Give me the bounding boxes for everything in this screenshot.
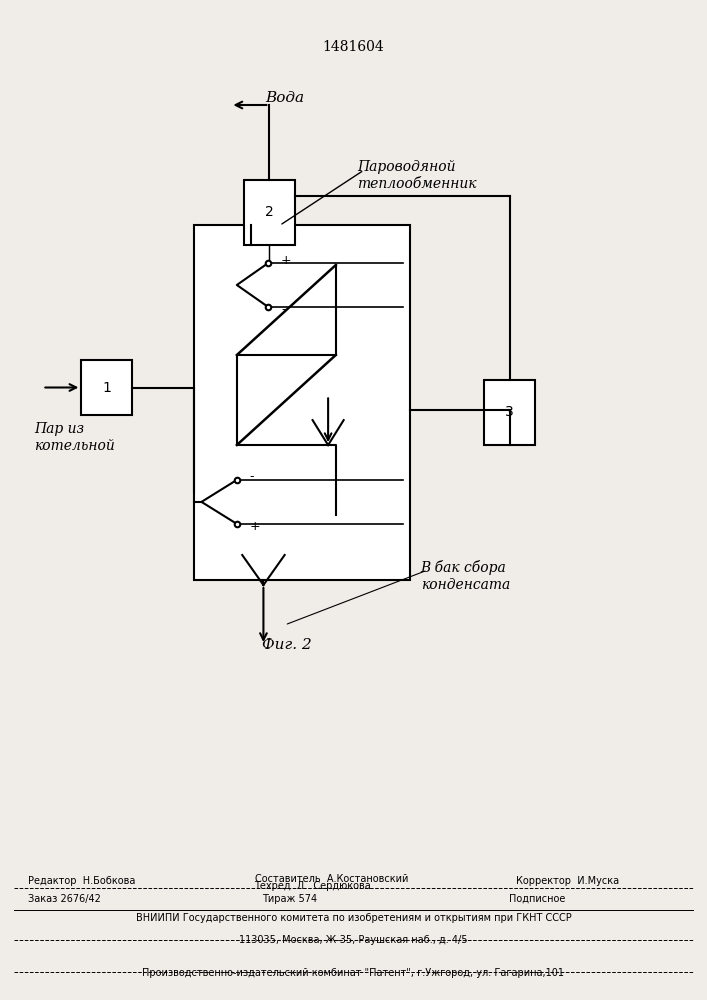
Text: Составитель  А.Костановский: Составитель А.Костановский xyxy=(255,874,408,884)
Text: Редактор  Н.Бобкова: Редактор Н.Бобкова xyxy=(28,876,136,886)
Text: 1481604: 1481604 xyxy=(322,40,385,54)
Text: ВНИИПИ Государственного комитета по изобретениям и открытиям при ГКНТ СССР: ВНИИПИ Государственного комитета по изоб… xyxy=(136,913,571,923)
Text: -: - xyxy=(250,470,254,483)
Text: Вода: Вода xyxy=(265,91,304,105)
Text: 1: 1 xyxy=(103,381,111,395)
Text: Пароводяной
теплообменник: Пароводяной теплообменник xyxy=(357,160,477,191)
Text: +: + xyxy=(281,253,291,266)
Text: 2: 2 xyxy=(265,206,274,220)
Bar xyxy=(484,380,535,445)
Text: -: - xyxy=(281,304,286,316)
Text: 3: 3 xyxy=(506,406,514,420)
Text: +: + xyxy=(250,520,260,533)
Bar xyxy=(244,180,295,245)
Bar xyxy=(194,225,410,580)
Text: Тираж 574: Тираж 574 xyxy=(262,894,317,904)
Text: 113035, Москва, Ж-35, Раушская наб., д. 4/5: 113035, Москва, Ж-35, Раушская наб., д. … xyxy=(239,935,468,945)
Text: В бак сбора
конденсата: В бак сбора конденсата xyxy=(421,560,510,592)
Text: Заказ 2676/42: Заказ 2676/42 xyxy=(28,894,101,904)
Bar xyxy=(81,360,132,415)
Text: Производственно-издательский комбинат "Патент", г.Ужгород, ул. Гагарина,101: Производственно-издательский комбинат "П… xyxy=(143,968,564,978)
Text: Корректор  И.Муска: Корректор И.Муска xyxy=(516,876,619,886)
Text: Подписное: Подписное xyxy=(509,894,566,904)
Text: Техред  Л.  Сердюкова: Техред Л. Сердюкова xyxy=(255,881,371,891)
Text: Фиг. 2: Фиг. 2 xyxy=(262,638,311,652)
Text: Пар из
котельной: Пар из котельной xyxy=(34,422,115,453)
